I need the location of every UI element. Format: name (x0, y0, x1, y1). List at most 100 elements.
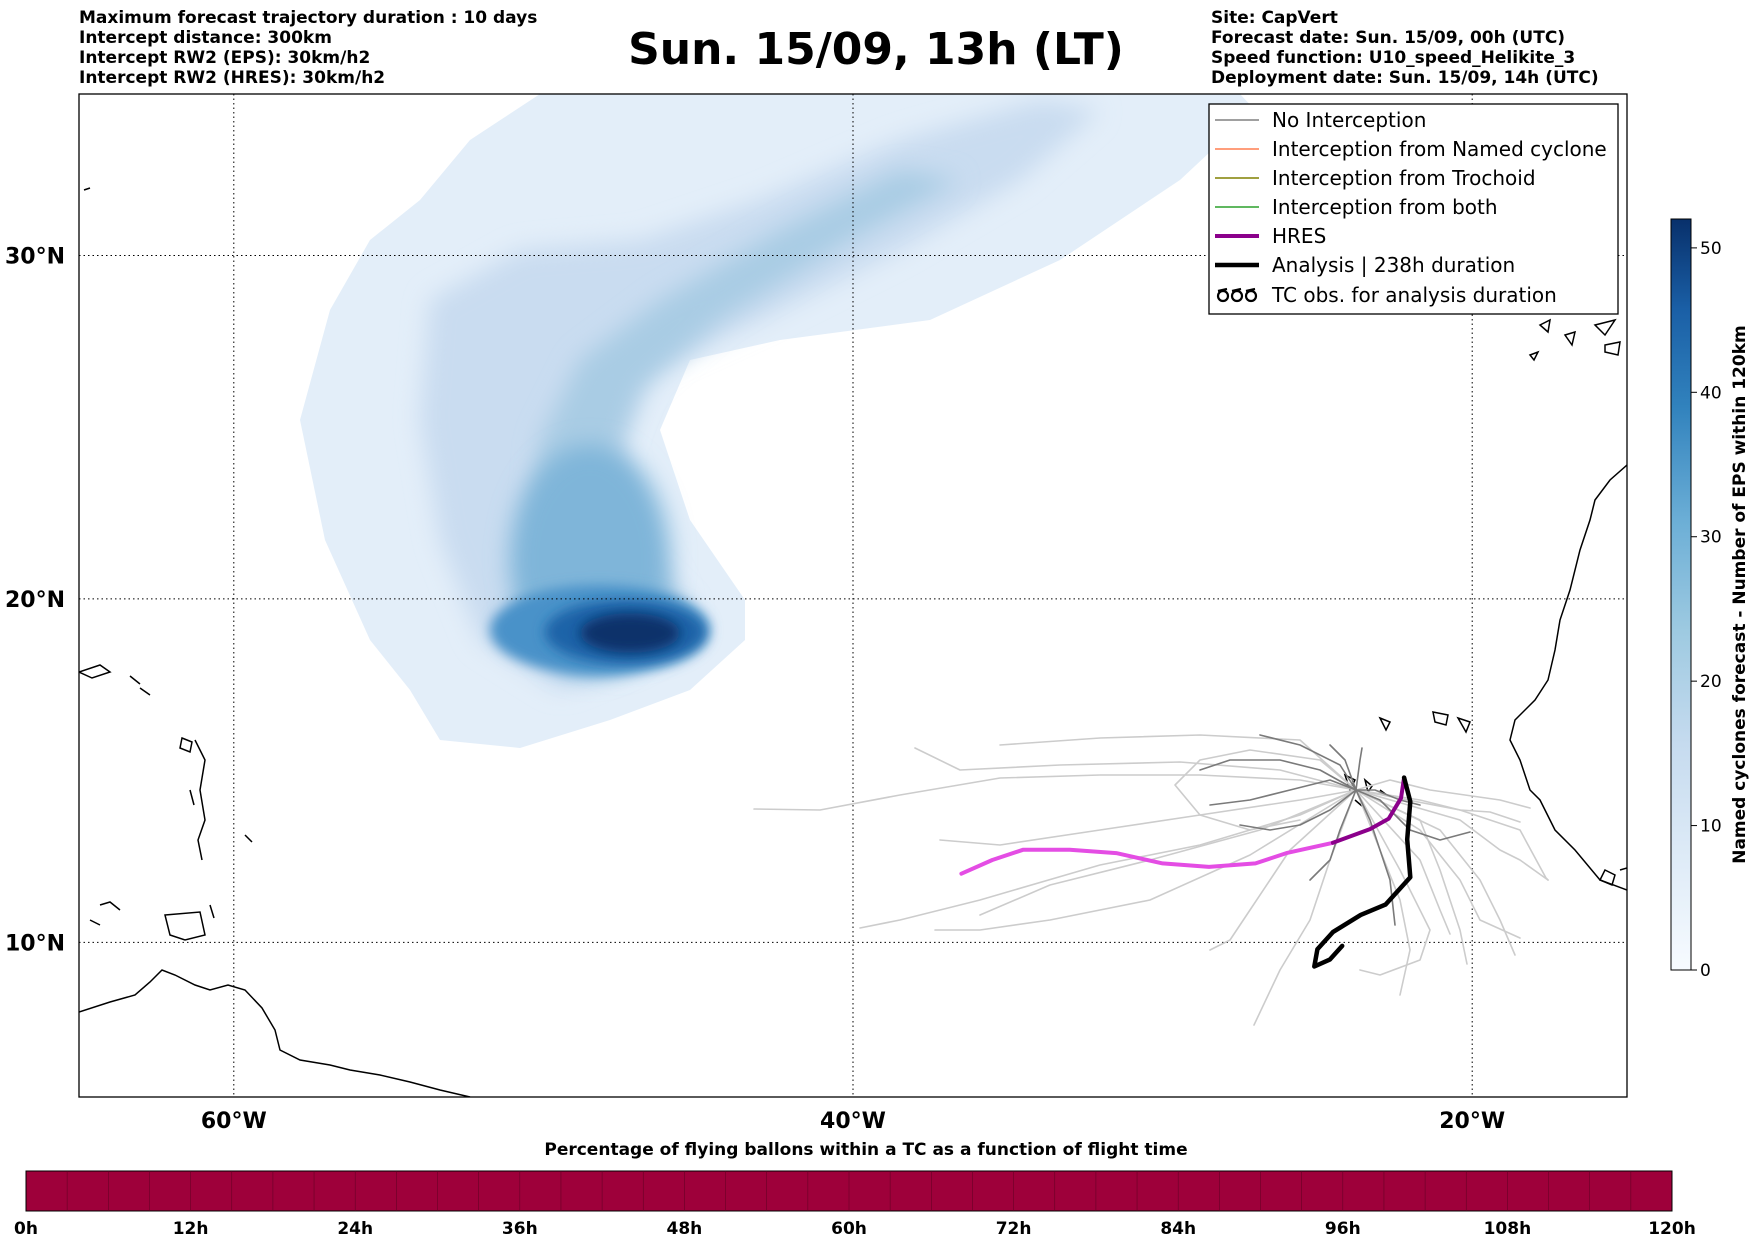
legend-label: Interception from both (1272, 195, 1498, 219)
colorbar-tick-label: 0 (1700, 961, 1711, 981)
eps-trajectory (999, 734, 1357, 791)
puerto-rico-coast (79, 664, 151, 696)
legend-label: Analysis | 238h duration (1272, 253, 1515, 277)
eps-trajectory (1174, 749, 1357, 831)
flight-time-tick-label: 60h (831, 1219, 867, 1239)
legend-entry-analysis: Analysis | 238h duration (1215, 253, 1515, 277)
flight-time-tick-label: 72h (996, 1219, 1032, 1239)
legend-entry-both: Interception from both (1215, 195, 1498, 219)
eps-trajectory (1209, 779, 1357, 806)
eps-trajectory (1355, 789, 1431, 976)
legend-entry-hres: HRES (1215, 224, 1326, 248)
africa-coast (1509, 464, 1627, 891)
eps-trajectory (914, 747, 1357, 791)
legend-label: No Interception (1272, 108, 1426, 132)
eps-trajectory (1355, 789, 1516, 956)
eps-trajectory (934, 789, 1357, 931)
legend-label: TC obs. for analysis duration (1271, 283, 1557, 307)
trinidad-island (164, 911, 206, 941)
colorbar: 0 10 20 30 40 50 Named cyclones forecast - Nu… (1670, 218, 1750, 981)
lesser-antilles (189, 739, 215, 919)
senegal-islands (1598, 867, 1627, 887)
colorbar-tick-label: 40 (1700, 383, 1722, 403)
legend-entry-no-interception: No Interception (1215, 108, 1426, 132)
lat-tick-label: 10°N (5, 931, 65, 956)
tc-symbol-icon (1216, 287, 1258, 303)
page-title: Sun. 15/09, 13h (LT) (628, 24, 1124, 75)
eps-trajectories-light (753, 734, 1549, 1026)
info-left-line: Maximum forecast trajectory duration : 1… (79, 8, 538, 28)
legend-entry-tc-obs: TC obs. for analysis duration (1216, 283, 1557, 307)
flight-time-tick-label: 48h (667, 1219, 703, 1239)
flight-time-tick-label: 108h (1484, 1219, 1532, 1239)
eps-trajectory (1253, 789, 1357, 1026)
density-level-7 (580, 613, 680, 653)
map-panel: 60°W 40°W 20°W 10°N 20°N 30°N No Interception… (5, 93, 1628, 1134)
info-right-line: Site: CapVert (1211, 8, 1338, 28)
legend-label: Interception from Trochoid (1272, 166, 1536, 190)
flight-time-bar-title: Percentage of flying ballons within a TC… (544, 1140, 1187, 1160)
info-left-line: Intercept RW2 (HRES): 30km/h2 (79, 68, 386, 88)
hres-trajectory-glow (959, 840, 1335, 876)
flight-time-tick-label: 120h (1648, 1219, 1696, 1239)
eps-trajectory (1355, 789, 1521, 939)
colorbar-tick-label: 30 (1700, 528, 1722, 548)
map-frame (78, 93, 1628, 1098)
lon-tick-label: 20°W (1439, 1109, 1505, 1134)
info-left-line: Intercept RW2 (EPS): 30km/h2 (79, 48, 371, 68)
canary-islands (1528, 318, 1621, 362)
coastlines (79, 187, 1627, 1097)
eps-trajectory (939, 789, 1357, 846)
flight-time-tick-label: 96h (1325, 1219, 1361, 1239)
eps-trajectory (1209, 789, 1357, 951)
eps-trajectory (1329, 744, 1357, 791)
info-block-left: Maximum forecast trajectory duration : 1… (79, 8, 537, 88)
legend-label: HRES (1272, 224, 1326, 248)
colorbar-tick-label: 10 (1700, 817, 1722, 837)
eps-trajectory (1239, 789, 1357, 831)
lat-tick-label: 20°N (5, 588, 65, 613)
flight-time-bar: Percentage of flying ballons within a TC… (14, 1140, 1696, 1239)
colorbar-label: Named cyclones forecast - Number of EPS … (1730, 325, 1750, 864)
flight-time-tick-label: 84h (1160, 1219, 1196, 1239)
flight-time-bar-ticks: 0h 12h 24h 36h 48h 60h 72h 84h 96h 108h 120h (14, 1171, 1696, 1239)
colorbar-ticks: 0 10 20 30 40 50 (1691, 239, 1722, 981)
legend-entry-named-cyclone: Interception from Named cyclone (1215, 137, 1607, 161)
lon-tick-label: 40°W (820, 1109, 886, 1134)
windward-islands (89, 736, 253, 926)
lat-tick-label: 30°N (5, 244, 65, 269)
hres-trajectory (1330, 775, 1407, 845)
eps-trajectory (1309, 789, 1357, 881)
info-block-right: Site: CapVert Forecast date: Sun. 15/09,… (1211, 8, 1599, 88)
info-left-line: Intercept distance: 300km (79, 28, 332, 48)
eps-trajectory (1355, 789, 1451, 935)
info-right-line: Speed function: U10_speed_Helikite_3 (1211, 48, 1576, 68)
flight-time-tick-label: 24h (337, 1219, 373, 1239)
eps-trajectory (859, 789, 1357, 929)
eps-trajectory (1355, 747, 1363, 791)
colorbar-tick-label: 50 (1700, 239, 1722, 259)
info-right-line: Deployment date: Sun. 15/09, 14h (UTC) (1211, 68, 1599, 88)
eps-trajectory (1355, 789, 1521, 823)
legend-box (1208, 103, 1619, 315)
info-right-line: Forecast date: Sun. 15/09, 00h (UTC) (1211, 28, 1566, 48)
map-axis-labels: 60°W 40°W 20°W 10°N 20°N 30°N (5, 244, 1505, 1134)
main-trajectories (959, 775, 1413, 969)
flight-time-tick-label: 36h (502, 1219, 538, 1239)
legend-label: Interception from Named cyclone (1272, 137, 1607, 161)
bermuda-islet (83, 187, 91, 191)
south-america-coast (79, 969, 471, 1097)
lon-tick-label: 60°W (201, 1109, 267, 1134)
flight-time-tick-label: 0h (14, 1219, 38, 1239)
eps-trajectory (1199, 759, 1357, 791)
analysis-trajectory (1312, 775, 1413, 969)
flight-time-tick-label: 12h (173, 1219, 209, 1239)
density-field (300, 94, 1255, 748)
colorbar-gradient (1670, 218, 1692, 971)
eps-trajectory (753, 774, 1357, 811)
eps-trajectory (1355, 789, 1549, 881)
eps-trajectory (1259, 734, 1357, 791)
legend: No Interception Interception from Named … (1208, 103, 1619, 315)
colorbar-tick-label: 20 (1700, 672, 1722, 692)
